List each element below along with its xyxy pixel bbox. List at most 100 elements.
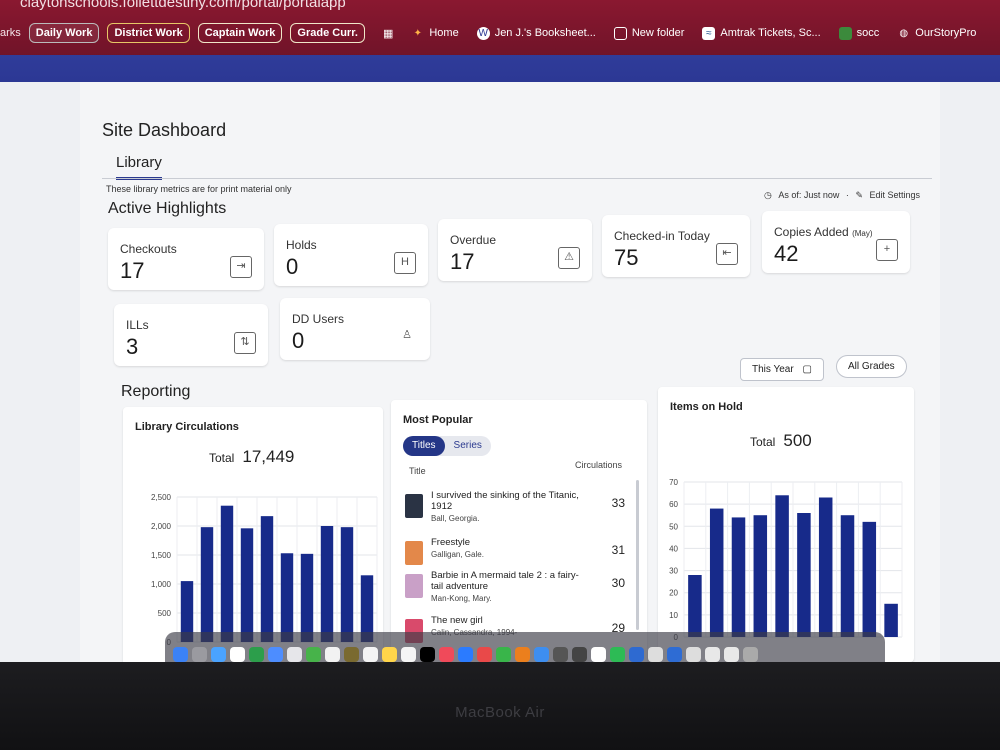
dock-app-icon[interactable] xyxy=(496,646,511,662)
hold-bar[interactable] xyxy=(688,575,702,637)
laptop-label: MacBook Air xyxy=(455,704,545,721)
circulations-bar[interactable] xyxy=(260,516,274,642)
list-scrollbar[interactable] xyxy=(636,480,639,630)
dock-app-icon[interactable] xyxy=(648,646,663,662)
dock-app-icon[interactable] xyxy=(401,646,416,662)
add-copy-icon: + xyxy=(876,239,898,261)
dock-app-icon[interactable] xyxy=(686,646,701,662)
bookmark-captain-work[interactable]: Captain Work xyxy=(197,23,283,43)
circulations-bar[interactable] xyxy=(280,553,294,642)
list-item[interactable]: Freestyle Galligan, Gale. 31 xyxy=(405,537,635,573)
copies-added-card[interactable]: Copies Added (May) 42 + xyxy=(762,211,910,273)
dock-app-icon[interactable] xyxy=(420,646,435,662)
dock-app-icon[interactable] xyxy=(458,646,473,662)
reporting-heading: Reporting xyxy=(121,383,191,400)
total-label: Total xyxy=(209,451,235,465)
card-value: 0 xyxy=(286,254,299,279)
circulations-bar[interactable] xyxy=(360,575,374,642)
apps-grid-icon[interactable]: ▦ xyxy=(382,27,394,40)
url-text[interactable]: claytonschools.follettdestiny.com/portal… xyxy=(20,0,346,11)
dock-app-icon[interactable] xyxy=(325,646,340,662)
tab-divider xyxy=(102,178,932,179)
card-label: DD Users xyxy=(292,312,345,326)
bookmark-amtrak[interactable]: ≈ Amtrak Tickets, Sc... xyxy=(702,26,821,40)
bookmark-socc[interactable]: socc xyxy=(838,26,879,40)
ills-card[interactable]: ILLs 3 ⇅ xyxy=(114,304,268,366)
bookmark-new-folder[interactable]: New folder xyxy=(613,26,684,40)
hold-bar[interactable] xyxy=(862,521,877,637)
dock-app-icon[interactable] xyxy=(173,646,188,662)
year-filter-button[interactable]: This Year ▢ xyxy=(740,358,824,381)
bookmark-home[interactable]: ✦ Home xyxy=(411,27,459,40)
book-author: Man-Kong, Mary. xyxy=(431,594,492,603)
dock-app-icon[interactable] xyxy=(363,646,378,662)
hold-bar[interactable] xyxy=(731,517,746,637)
bookmark-ourstorypro[interactable]: ◍ OurStoryPro xyxy=(897,27,976,40)
holds-card[interactable]: Holds 0 H xyxy=(274,224,428,286)
bookmark-district-work[interactable]: District Work xyxy=(107,23,190,43)
dd-users-card[interactable]: DD Users 0 ♙ xyxy=(280,298,430,360)
dock-app-icon[interactable] xyxy=(515,646,530,662)
dock-app-icon[interactable] xyxy=(249,646,264,662)
bookmarks-label[interactable]: arks xyxy=(0,27,21,39)
dock-app-icon[interactable] xyxy=(306,646,321,662)
card-value: 17 xyxy=(450,249,475,274)
edit-settings-link[interactable]: Edit Settings xyxy=(869,190,921,200)
dock-app-icon[interactable] xyxy=(477,646,492,662)
dock-app-icon[interactable] xyxy=(230,646,245,662)
tab-series[interactable]: Series xyxy=(453,440,482,451)
hold-bar[interactable] xyxy=(753,515,768,637)
list-item[interactable]: Barbie in A mermaid tale 2 : a fairy-tai… xyxy=(405,570,635,606)
circulations-bar[interactable] xyxy=(220,505,234,642)
bookmark-daily-work[interactable]: Daily Work xyxy=(28,23,100,43)
dock-app-icon[interactable] xyxy=(439,646,454,662)
dock-app-icon[interactable] xyxy=(572,646,587,662)
hold-ytick-label: 20 xyxy=(669,589,678,598)
dock-app-icon[interactable] xyxy=(192,646,207,662)
checked-in-today-card[interactable]: Checked-in Today 75 ⇤ xyxy=(602,215,750,277)
dock-app-icon[interactable] xyxy=(211,646,226,662)
checkouts-card[interactable]: Checkouts 17 ⇥ xyxy=(108,228,264,290)
dock-app-icon[interactable] xyxy=(344,646,359,662)
circulations-bar[interactable] xyxy=(180,581,194,642)
dock-app-icon[interactable] xyxy=(610,646,625,662)
hold-bar[interactable] xyxy=(840,515,855,637)
dock-app-icon[interactable] xyxy=(553,646,568,662)
year-filter-label: This Year xyxy=(752,364,794,375)
dock-app-icon[interactable] xyxy=(534,646,549,662)
circulations-bar[interactable] xyxy=(240,528,254,642)
hold-bar[interactable] xyxy=(818,497,833,638)
dock-app-icon[interactable] xyxy=(382,646,397,662)
hold-bar[interactable] xyxy=(775,495,789,637)
most-popular-panel: Most Popular Titles Series Title Circula… xyxy=(391,400,647,665)
dock-app-icon[interactable] xyxy=(667,646,682,662)
bookmark-ourstorypro-label: OurStoryPro xyxy=(915,27,977,39)
dock-app-icon[interactable] xyxy=(268,646,283,662)
dock-app-icon[interactable] xyxy=(287,646,302,662)
circulation-count: 33 xyxy=(611,496,625,510)
bookmark-booksheet-label: Jen J.'s Booksheet... xyxy=(494,27,596,39)
circulations-bar[interactable] xyxy=(300,553,314,642)
hold-bar[interactable] xyxy=(797,513,811,637)
list-item[interactable]: I survived the sinking of the Titanic, 1… xyxy=(405,490,635,526)
circulations-bar[interactable] xyxy=(340,527,354,642)
panel-title: Most Popular xyxy=(403,414,473,426)
circulations-bar[interactable] xyxy=(320,526,334,642)
dock-app-icon[interactable] xyxy=(629,646,644,662)
hold-bar[interactable] xyxy=(709,508,724,637)
dock-app-icon[interactable] xyxy=(743,646,758,662)
tab-library[interactable]: Library xyxy=(116,154,162,180)
dock-app-icon[interactable] xyxy=(591,646,606,662)
dock-app-icon[interactable] xyxy=(724,646,739,662)
circulations-ytick-label: 1,000 xyxy=(151,580,172,589)
card-label: Checked-in Today xyxy=(614,229,710,243)
bookmark-booksheet[interactable]: W Jen J.'s Booksheet... xyxy=(476,26,596,40)
grade-filter-button[interactable]: All Grades xyxy=(836,355,907,378)
bookmark-grade-curr[interactable]: Grade Curr. xyxy=(290,23,365,43)
hold-bar[interactable] xyxy=(884,603,898,637)
circulations-bar[interactable] xyxy=(200,527,214,642)
dock-app-icon[interactable] xyxy=(705,646,720,662)
tab-titles[interactable]: Titles xyxy=(403,436,445,456)
overdue-card[interactable]: Overdue 17 ⚠ xyxy=(438,219,592,281)
circulations-total: Total 17,449 xyxy=(209,447,294,467)
